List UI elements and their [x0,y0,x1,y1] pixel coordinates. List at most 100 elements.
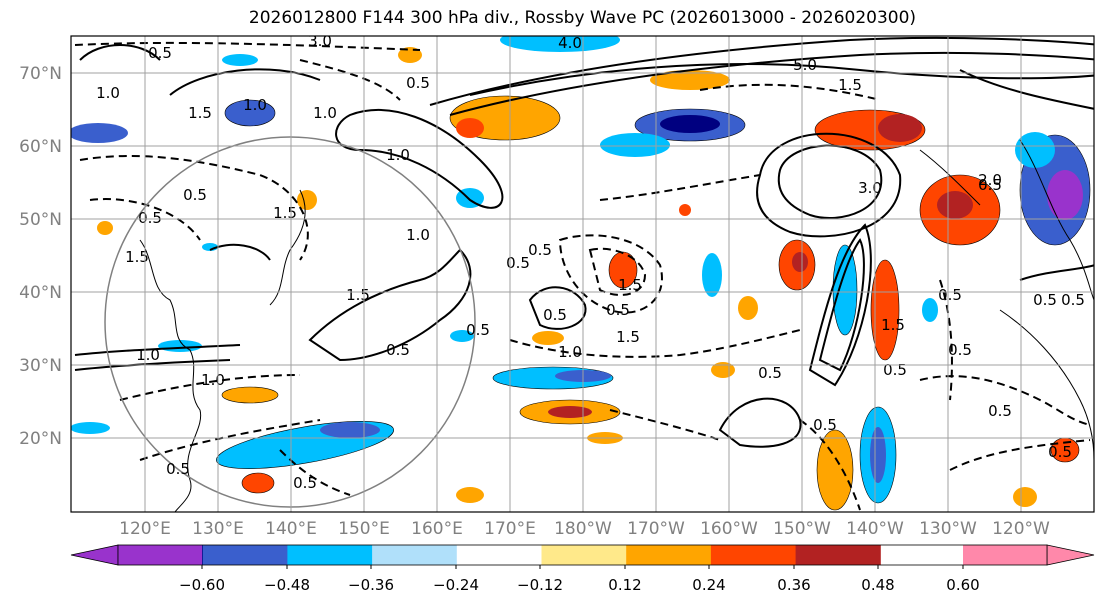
colorbar-segment [963,545,1047,565]
contour-dashed [949,439,1091,471]
colorbar-segment [456,545,542,565]
shade-blob-positive [792,252,808,272]
shade-blob-positive [738,296,758,320]
lon-label: 170°E [484,519,536,539]
contour-solid [469,63,1094,96]
contour-dashed [588,247,647,296]
colorbar-tick-label: 0.48 [861,576,894,594]
contour-label: 0.5 [138,209,162,227]
lon-label: 120°W [992,519,1050,539]
contour-solid [169,68,321,96]
colorbar-tick-label: −0.36 [348,576,394,594]
colorbar-segment [795,545,881,565]
shade-blob-negative [500,36,620,52]
rossby-wave-circle [104,136,476,508]
contour-label: 0.5 [988,402,1012,420]
shade-blob-negative [832,244,858,336]
shade-blob-positive [548,406,592,418]
contour-label: 5.0 [793,56,817,74]
contour-label: 0.5 [386,341,410,359]
shade-blob-positive [221,386,279,404]
shade-blob-positive [456,487,484,503]
colorbar-tick-label: −0.24 [433,576,479,594]
contour-label: 0.5 [148,44,172,62]
coastline [269,189,306,306]
contour-dashed [699,83,881,101]
coastline [139,239,202,512]
contour-dashed [799,419,861,511]
contour-label: 1.0 [386,146,410,164]
lon-label: 120°E [119,519,171,539]
contour-label-layer: 1.0 1.5 0.5 3.0 2.0 5.0 4.0 0.5 1.5 1.0 0.5 1.5 1.0 0… [96,32,1085,492]
lat-label: 50°N [19,210,62,230]
contour-solid [808,223,872,387]
contour-label: 1.0 [313,104,337,122]
shade-blob-negative [71,422,110,434]
contour-label: 1.5 [125,248,149,266]
colorbar-arrow-right [1046,544,1095,566]
contour-dashed [509,329,801,358]
shade-blob-positive [937,191,973,219]
contour-label: 1.0 [136,346,160,364]
shade-blob-negative [222,54,258,66]
lon-label: 180°W [554,519,612,539]
shade-blob-negative [922,298,938,322]
colorbar-segment [626,545,712,565]
contour-label: 3.0 [858,179,882,197]
coastline [1019,139,1094,301]
shade-blob-negative [600,133,670,157]
contour-label: 0.5 [406,74,430,92]
colorbar-segment [541,545,627,565]
contour-label: 0.5 [948,341,972,359]
lon-label: 140°E [265,519,317,539]
contour-dashed [609,409,721,441]
contour-solid [528,286,587,330]
contour-label: 0.5 [813,416,837,434]
contour-dashed [139,419,321,461]
contour-layer [74,36,1094,511]
colorbar-segment [710,545,797,565]
shade-blob-negative [870,427,886,483]
longitude-labels: 120°E 130°E 140°E 150°E 160°E 170°E 180°W 170°W… [119,519,1050,539]
shade-blob-positive [679,204,691,216]
shade-blob-negative [71,123,128,143]
colorbar-tick-label: −0.48 [264,576,310,594]
contour-dashed [599,174,761,201]
contour-label: 0.5 [506,254,530,272]
shade-blob-positive [398,47,422,63]
contour-solid [959,69,1094,110]
contour-label: 1.5 [618,276,642,294]
contour-label: 1.5 [881,316,905,334]
colorbar-tick-label: 0.36 [777,576,810,594]
contour-label: 3.0 [308,32,332,50]
lon-label: 130°E [192,519,244,539]
colorbar-tick-label: 0.24 [692,576,725,594]
contour-dashed [119,374,301,401]
lat-label: 70°N [19,64,62,84]
map-title: 2026012800 F144 300 hPa div., Rossby Wav… [248,8,917,28]
shade-blob-positive [711,362,735,378]
contour-dashed [299,59,401,101]
shade-blob-negative [450,330,474,342]
shade-blob-negative [320,422,380,438]
shade-blob-positive [456,118,484,138]
contour-solid [718,397,802,448]
colorbar-arrow-left [70,544,119,566]
lon-label: 150°E [338,519,390,539]
colorbar-frame [117,544,1048,566]
contour-label: 1.5 [616,328,640,346]
shade-blob-positive [241,472,275,494]
colorbar-tick-label: −0.12 [517,576,563,594]
latitude-labels: 70°N 60°N 50°N 40°N 30°N 20°N [19,64,62,449]
contour-label: 0.5 [1033,291,1057,309]
shade-blob-positive [816,429,854,511]
colorbar-segment [287,545,373,565]
contour-label: 2.0 [978,171,1002,189]
contour-label: 0.5 [183,186,207,204]
contour-label: 0.5 [543,306,567,324]
contour-solid [335,109,504,209]
plot-frame [70,35,1095,513]
colorbar-segment [372,545,458,565]
shade-blob-positive [878,114,922,142]
coastline-layer [139,139,1094,512]
